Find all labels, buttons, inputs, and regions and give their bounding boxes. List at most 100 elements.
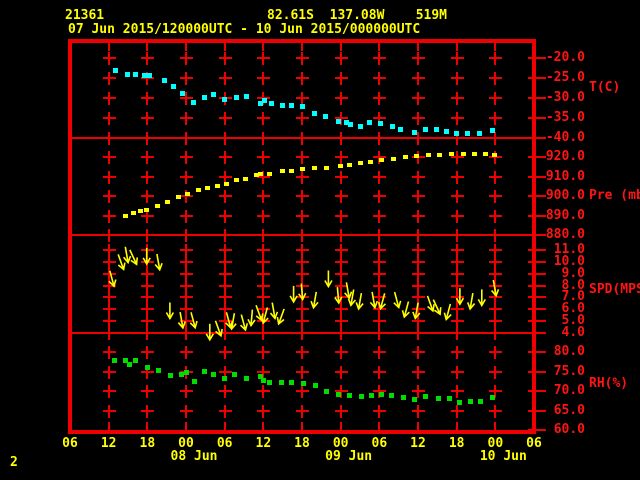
temperature-point xyxy=(211,91,217,97)
grid-cross xyxy=(102,57,116,59)
humidity-point xyxy=(183,369,189,375)
grid-cross xyxy=(450,97,464,99)
temperature-point xyxy=(262,97,268,103)
hour-label: 00 xyxy=(487,436,504,451)
grid-cross xyxy=(450,390,464,392)
grid-cross xyxy=(412,272,425,275)
grid-cross xyxy=(373,214,387,217)
pressure-point xyxy=(224,181,230,186)
grid-cross xyxy=(296,390,309,392)
grid-cross xyxy=(296,409,309,412)
grid-cross xyxy=(334,260,348,263)
grid-cross xyxy=(218,308,232,311)
grid-tick-divider xyxy=(455,132,458,145)
grid-cross xyxy=(141,370,155,373)
pressure-point xyxy=(243,176,249,181)
pressure-point xyxy=(266,171,272,176)
axis-tick-label: -35.0 xyxy=(545,110,585,125)
axis-tick-label: 5.0 xyxy=(561,313,585,329)
grid-cross xyxy=(450,214,464,217)
grid-tick-top xyxy=(223,43,226,51)
grid-cross xyxy=(412,97,425,99)
grid-cross xyxy=(218,195,232,197)
grid-cross xyxy=(218,175,232,178)
grid-cross xyxy=(180,175,193,178)
axis-tick-label: -40.0 xyxy=(545,130,585,145)
grid-cross xyxy=(180,320,193,323)
grid-cross xyxy=(102,390,116,392)
grid-cross xyxy=(141,77,155,79)
wind-arrow xyxy=(154,253,163,272)
grid-cross xyxy=(296,370,309,373)
grid-cross xyxy=(257,296,271,299)
wind-arrow xyxy=(324,270,333,289)
humidity-point xyxy=(232,372,238,378)
grid-cross xyxy=(334,320,348,323)
grid-cross xyxy=(489,57,503,59)
axis-tick-right xyxy=(528,214,546,217)
pressure-point xyxy=(258,171,264,176)
axis-tick-label: 80.0 xyxy=(553,344,585,359)
grid-cross xyxy=(102,195,116,197)
humidity-point xyxy=(202,369,208,374)
grid-cross xyxy=(102,77,116,79)
grid-cross xyxy=(373,77,387,79)
temperature-point xyxy=(171,83,177,89)
hour-label: 06 xyxy=(526,436,542,451)
grid-cross xyxy=(257,175,271,178)
grid-tick-top xyxy=(146,43,149,51)
grid-tick-bottom xyxy=(107,422,110,431)
grid-cross xyxy=(296,156,309,158)
temperature-point xyxy=(124,71,130,77)
grid-cross xyxy=(334,284,348,287)
axis-tick-right xyxy=(528,156,546,158)
grid-cross xyxy=(489,296,503,299)
temperature-point xyxy=(357,123,363,129)
grid-tick-divider xyxy=(107,327,110,340)
grid-tick-divider xyxy=(185,132,187,145)
grid-cross xyxy=(450,296,464,299)
temperature-point xyxy=(113,67,119,73)
hour-label: 00 xyxy=(332,436,349,451)
wind-arrow xyxy=(344,282,353,300)
grid-tick-divider xyxy=(185,229,187,242)
axis-tick-label: -30.0 xyxy=(545,90,585,105)
grid-cross xyxy=(257,284,271,287)
grid-tick-divider xyxy=(146,132,149,145)
grid-cross xyxy=(296,97,309,99)
grid-cross xyxy=(489,370,503,373)
grid-cross xyxy=(141,195,155,197)
grid-cross xyxy=(257,214,271,217)
humidity-point xyxy=(144,364,150,370)
station-id: 21361 xyxy=(65,8,105,23)
grid-cross xyxy=(334,370,348,373)
pressure-point xyxy=(175,194,181,199)
pressure-point xyxy=(460,151,466,156)
grid-cross xyxy=(412,370,425,373)
grid-cross xyxy=(257,77,271,79)
grid-cross xyxy=(373,308,387,311)
humidity-point xyxy=(122,358,128,364)
humidity-point xyxy=(267,380,273,386)
grid-cross xyxy=(489,351,503,353)
wind-arrow xyxy=(347,289,357,307)
panel-label-relative_humidity: RH(%) xyxy=(589,376,629,391)
temperature-point xyxy=(147,72,153,78)
humidity-point xyxy=(359,394,365,400)
humidity-point xyxy=(155,368,161,374)
grid-cross xyxy=(450,77,464,79)
grid-cross xyxy=(373,409,387,412)
grid-cross xyxy=(141,296,155,299)
wind-arrow xyxy=(443,303,452,321)
grid-tick-bottom xyxy=(339,422,342,431)
temperature-point xyxy=(367,119,373,125)
grid-cross xyxy=(141,97,155,99)
axis-tick-right xyxy=(528,117,546,119)
axis-tick-label: 65.0 xyxy=(553,402,585,418)
grid-cross xyxy=(489,97,503,99)
grid-cross xyxy=(334,117,348,119)
grid-cross xyxy=(412,195,425,197)
temperature-point xyxy=(268,100,274,106)
humidity-point xyxy=(278,379,284,385)
